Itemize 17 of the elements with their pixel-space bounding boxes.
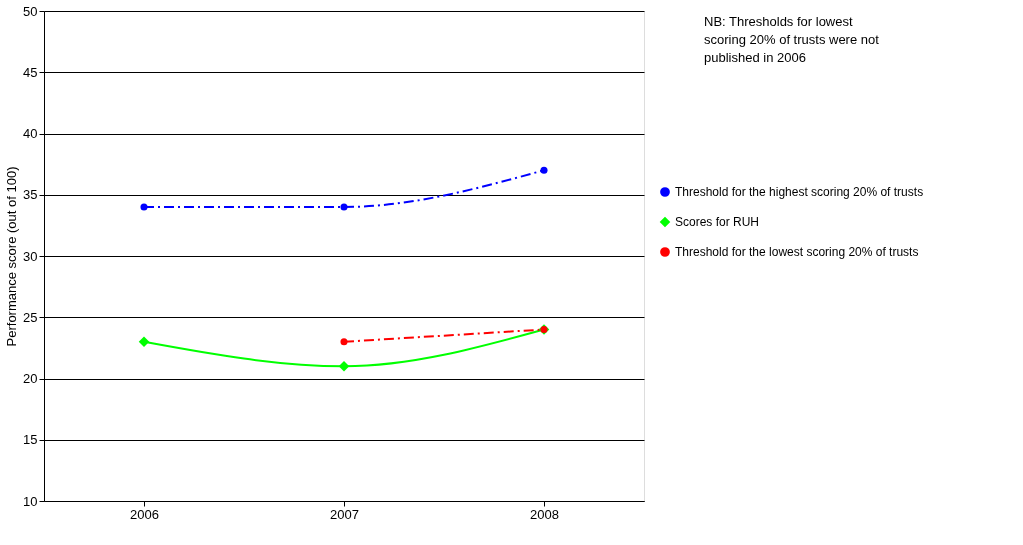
legend-label: Scores for RUH xyxy=(675,215,760,229)
text: NB: Thresholds for lowest scoring 20% of trusts were not published in 2006 xyxy=(704,14,880,65)
x-tick-label: 2006 xyxy=(130,506,159,522)
x-tick-label: 2007 xyxy=(330,506,359,522)
x-tick-label: 2008 xyxy=(530,506,559,522)
y-tick-label: 20 xyxy=(23,371,38,386)
y-tick-label: 50 xyxy=(23,3,38,19)
y-tick-label: 35 xyxy=(23,187,38,203)
y-axis-title: Performance score (out of 100) xyxy=(4,166,20,347)
legend-label: Threshold for the lowest scoring 20% of trusts xyxy=(675,245,919,259)
y-tick-label: 45 xyxy=(23,64,38,80)
y-tick-label: 25 xyxy=(23,309,38,325)
y-tick-label: 15 xyxy=(23,432,38,448)
y-tick-label: 10 xyxy=(23,493,38,509)
y-tick-label: 40 xyxy=(23,126,38,141)
legend-label: Threshold for the highest scoring 20% of trusts xyxy=(675,185,924,199)
y-tick-label: 30 xyxy=(23,248,38,264)
